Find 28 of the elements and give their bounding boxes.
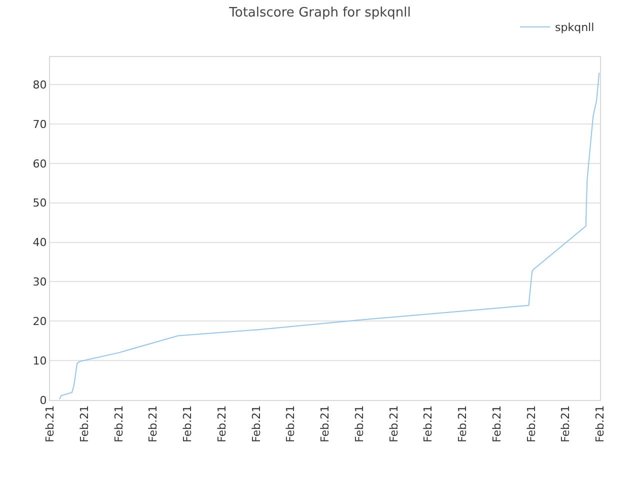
- y-tick-label: 40: [32, 236, 47, 250]
- x-tick-label: Feb.21: [181, 405, 194, 442]
- y-tick-label: 20: [32, 315, 47, 328]
- y-tick-label: 30: [32, 276, 47, 289]
- x-tick-label: Feb.21: [456, 405, 470, 442]
- x-tick-label: Feb.21: [250, 405, 263, 442]
- x-tick-label: Feb.21: [559, 405, 572, 442]
- y-tick-label: 0: [40, 394, 47, 407]
- x-tick-label: Feb.21: [78, 405, 91, 442]
- x-tick-label: Feb.21: [594, 405, 607, 442]
- x-tick-label: Feb.21: [318, 405, 332, 442]
- y-tick-label: 50: [32, 196, 47, 210]
- y-tick-label: 80: [32, 78, 47, 92]
- x-tick-label: Feb.21: [284, 405, 298, 442]
- x-tick-label: Feb.21: [524, 405, 538, 442]
- x-tick-label: Feb.21: [112, 405, 126, 442]
- y-tick-label: 70: [32, 118, 47, 131]
- y-tick-label: 60: [32, 157, 47, 170]
- x-tick-label: Feb.21: [387, 405, 400, 442]
- chart-title: Totalscore Graph for spkqnll: [228, 5, 411, 20]
- x-tick-label: Feb.21: [490, 405, 504, 442]
- x-tick-label: Feb.21: [44, 405, 57, 442]
- legend-label: spkqnll: [555, 21, 594, 34]
- x-tick-label: Feb.21: [215, 405, 228, 442]
- x-tick-label: Feb.21: [352, 405, 366, 442]
- y-tick-label: 10: [32, 354, 47, 368]
- x-tick-label: Feb.21: [146, 405, 160, 442]
- x-tick-label: Feb.21: [422, 405, 435, 442]
